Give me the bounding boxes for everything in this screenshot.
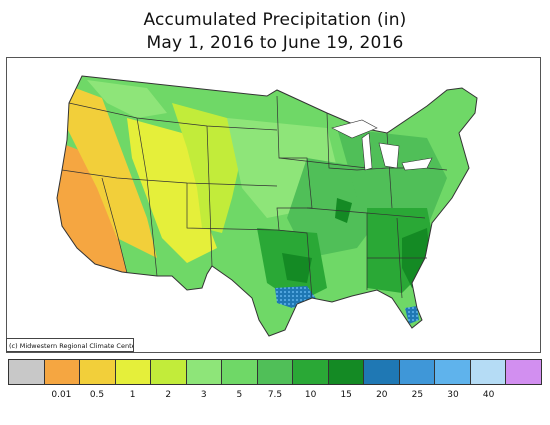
legend-swatch <box>257 360 294 384</box>
legend-label: 15 <box>340 390 352 400</box>
legend-label: 5 <box>236 390 243 400</box>
legend-label: 20 <box>376 390 388 400</box>
color-legend <box>8 359 542 385</box>
legend-label: 40 <box>482 390 495 400</box>
legend-label: 7.5 <box>267 390 283 400</box>
legend-swatch <box>399 360 436 384</box>
map-title: Accumulated Precipitation (in) <box>143 10 407 30</box>
credit-label: (c) Midwestern Regional Climate Center <box>6 338 134 352</box>
legend-swatch <box>328 360 365 384</box>
legend-swatch <box>364 360 400 384</box>
legend-swatch <box>293 360 329 384</box>
legend-label: 10 <box>304 390 317 400</box>
legend-swatch <box>222 360 258 384</box>
legend-swatch <box>80 360 116 384</box>
legend-label: 0.5 <box>89 390 105 400</box>
legend-swatch <box>115 360 152 384</box>
legend-label: 25 <box>411 390 424 400</box>
legend-swatch <box>435 360 471 384</box>
legend-swatch <box>9 360 45 384</box>
map-frame <box>6 57 541 353</box>
precipitation-map <box>56 75 478 337</box>
legend-label: 2 <box>165 390 172 400</box>
legend-label: 1 <box>129 390 136 400</box>
map-subtitle: May 1, 2016 to June 19, 2016 <box>146 33 404 53</box>
legend-swatch <box>151 360 187 384</box>
legend-swatch <box>470 360 507 384</box>
legend-swatch <box>506 360 541 384</box>
legend-swatch <box>186 360 223 384</box>
legend-label: 30 <box>447 390 459 400</box>
legend-label: 3 <box>200 390 207 400</box>
legend-swatch <box>44 360 81 384</box>
legend-label: 0.01 <box>51 390 72 400</box>
